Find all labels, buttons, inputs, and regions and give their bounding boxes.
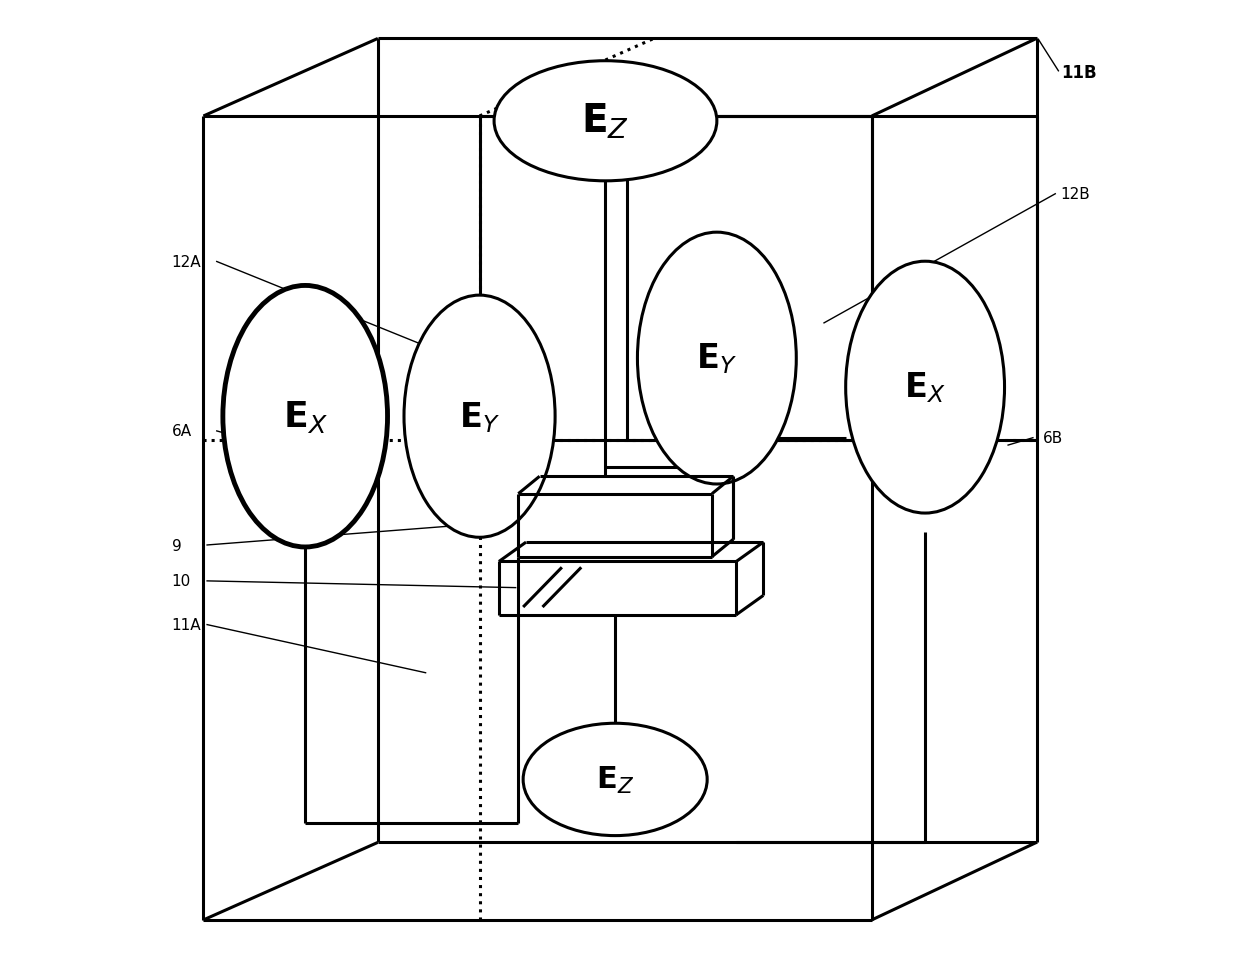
Ellipse shape [223,286,388,547]
Text: $\mathbf{E}_{Z}$: $\mathbf{E}_{Z}$ [596,765,634,796]
Text: 10: 10 [171,574,191,589]
Text: 6B: 6B [1043,430,1064,446]
Ellipse shape [846,262,1004,514]
Text: 6A: 6A [171,423,192,439]
Ellipse shape [637,233,796,484]
Text: 11A: 11A [171,617,201,633]
Text: $\mathbf{E}_{Z}$: $\mathbf{E}_{Z}$ [582,102,630,141]
Ellipse shape [494,62,717,181]
Text: 11B: 11B [1060,64,1096,82]
Text: 12A: 12A [171,255,201,269]
Ellipse shape [523,724,707,835]
Text: $\mathbf{E}_{Y}$: $\mathbf{E}_{Y}$ [459,399,500,434]
Text: $\mathbf{E}_{Y}$: $\mathbf{E}_{Y}$ [697,341,738,376]
Text: $\mathbf{E}_{X}$: $\mathbf{E}_{X}$ [904,370,946,405]
Text: 9: 9 [171,538,181,553]
Ellipse shape [404,296,556,538]
Text: $\mathbf{E}_{X}$: $\mathbf{E}_{X}$ [283,399,327,435]
Text: 12B: 12B [1060,187,1090,202]
